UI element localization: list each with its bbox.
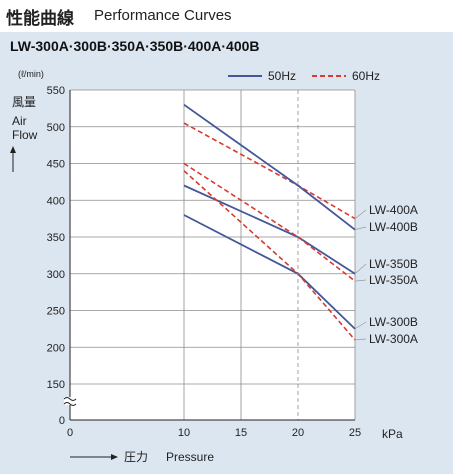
axis-break-mark — [63, 397, 77, 401]
series-label-lw-300a: LW-300A — [369, 332, 418, 346]
page-title: 性能曲線 — [6, 9, 74, 29]
series-label-lw-400a: LW-400A — [369, 203, 418, 217]
series-layer — [183, 103, 356, 341]
x-tick-label: 15 — [235, 427, 247, 439]
x-axis-unit: kPa — [382, 427, 403, 441]
legend-50hz-label: 50Hz — [268, 69, 296, 83]
x-tick-label: 10 — [178, 427, 190, 439]
axis-break-gap — [64, 397, 76, 405]
series-line-lw-350b — [183, 184, 356, 275]
legend: 50Hz 60Hz — [228, 69, 380, 83]
y-tick-label: 250 — [47, 306, 65, 318]
y-tick-label: 200 — [47, 342, 65, 354]
legend-60hz-label: 60Hz — [352, 69, 380, 83]
series-leader-line — [354, 263, 367, 275]
y-tick-label: 350 — [47, 232, 65, 244]
x-axis-arrow-icon — [70, 454, 118, 460]
series-label-lw-400b: LW-400B — [369, 220, 418, 234]
model-list: LW-300A·300B·350A·350B·400A·400B — [10, 38, 260, 54]
page-subtitle: Performance Curves — [94, 7, 232, 24]
y-axis-title-jp: 風量 — [12, 95, 36, 109]
series-label-lw-350b: LW-350B — [369, 257, 418, 271]
series-leader-line — [354, 279, 367, 282]
series-leader-line — [354, 338, 367, 341]
y-tick-label: 450 — [47, 159, 65, 171]
label-layer: LW-400A LW-400B LW-350B LW-350A LW-300B LW-30… — [354, 203, 418, 346]
y-axis-title-en-1: Air — [12, 114, 27, 128]
y-tick-label: 550 — [47, 85, 65, 97]
y-tick-label: 400 — [47, 195, 65, 207]
series-leader-line — [354, 321, 367, 330]
y-unit-label: (ℓ/min) — [18, 69, 44, 79]
y-tick-label: 500 — [47, 122, 65, 134]
series-label-lw-300b: LW-300B — [369, 315, 418, 329]
series-line-lw-300a — [183, 170, 356, 341]
x-tick-label: 20 — [292, 427, 304, 439]
y-axis-title-en-2: Flow — [12, 128, 38, 142]
series-line-lw-400b — [183, 103, 356, 231]
y-tick-label: 0 — [59, 415, 65, 427]
axis-break-mark — [63, 402, 77, 406]
series-leader-line — [354, 209, 367, 219]
series-label-lw-350a: LW-350A — [369, 273, 418, 287]
plot-area — [70, 90, 355, 420]
y-tick-label: 150 — [47, 379, 65, 391]
axis-layer: 0 150 200 250 300 350 400 450 500 550 0 10 15 20 25 — [47, 85, 361, 439]
x-tick-label: 25 — [349, 427, 361, 439]
x-axis-title-en: Pressure — [166, 450, 214, 464]
x-tick-label: 0 — [67, 427, 73, 439]
series-leader-line — [354, 226, 367, 230]
grid-layer — [70, 89, 356, 420]
y-tick-label: 300 — [47, 269, 65, 281]
x-axis-title-jp: 圧力 — [124, 450, 148, 464]
y-axis-arrow-icon — [10, 146, 16, 172]
